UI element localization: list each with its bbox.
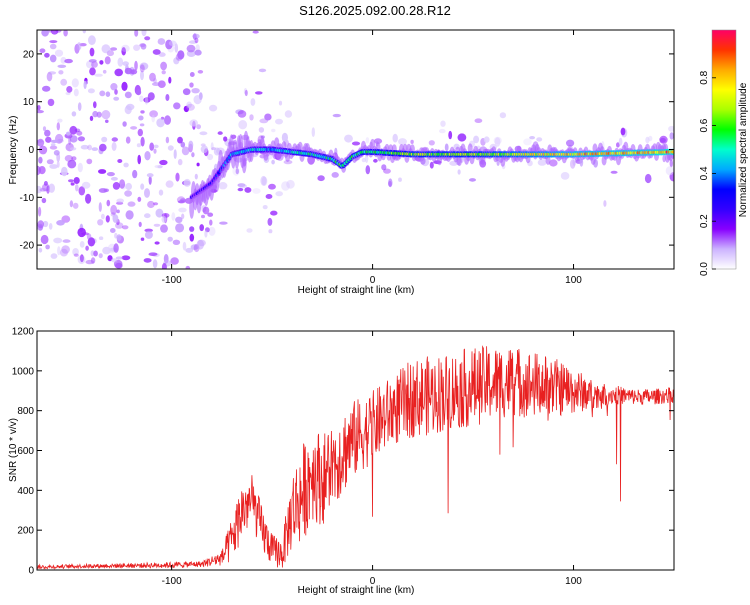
y-tick-label: 10 — [23, 97, 35, 108]
spectrogram-frame — [36, 29, 675, 270]
colorbar-tick-label: 0.4 — [699, 166, 710, 180]
snr-series-line — [37, 345, 674, 570]
x-tick-label: 100 — [565, 275, 582, 286]
x-tick-label: 0 — [370, 576, 376, 587]
colorbar-tick-label: 0.0 — [699, 262, 710, 276]
y-tick-label: 0 — [28, 566, 34, 577]
spectrogram-x-ticks: -100 0 100 — [162, 30, 582, 286]
spectrogram-heatmap — [37, 30, 674, 269]
x-tick-label: 100 — [565, 576, 582, 587]
y-tick-label: 200 — [17, 526, 34, 537]
colorbar-tick-label: 0.2 — [699, 214, 710, 228]
y-tick-label: -10 — [20, 193, 35, 204]
colorbar-ticks: 0.0 0.2 0.4 0.6 0.8 — [699, 70, 716, 276]
colorbar: 0.0 0.2 0.4 0.6 0.8 Normalized spectral ampl… — [699, 29, 749, 276]
chart-title: S126.2025.092.00.28.R12 — [299, 3, 451, 18]
colorbar-frame — [711, 29, 737, 270]
y-tick-label: 1000 — [12, 366, 35, 377]
y-tick-label: 600 — [17, 446, 34, 457]
snr-panel: -100 0 100 0 200 400 600 800 1000 1200 Height of… — [8, 327, 675, 596]
y-tick-label: 800 — [17, 406, 34, 417]
spectrogram-x-axis-label: Height of straight line (km) — [298, 285, 415, 296]
snr-x-ticks: -100 0 100 — [162, 331, 582, 587]
spectrogram-y-axis-label: Frequency (Hz) — [8, 116, 19, 185]
snr-y-axis-label: SNR (10 * v/v) — [8, 418, 19, 482]
y-tick-label: -20 — [20, 241, 35, 252]
colorbar-tick-label: 0.8 — [699, 70, 710, 84]
x-tick-label: -100 — [162, 576, 182, 587]
spectrogram-y-ticks: -20 -10 0 10 20 — [20, 49, 674, 252]
x-tick-label: 0 — [370, 275, 376, 286]
snr-y-ticks: 0 200 400 600 800 1000 1200 — [12, 327, 674, 577]
colorbar-label: Normalized spectral amplitude — [738, 82, 749, 217]
x-tick-label: -100 — [162, 275, 182, 286]
colorbar-gradient — [712, 30, 736, 269]
colorbar-tick-label: 0.6 — [699, 118, 710, 132]
y-tick-label: 1200 — [12, 327, 35, 338]
y-tick-label: 20 — [23, 49, 35, 60]
snr-x-axis-label: Height of straight line (km) — [298, 585, 415, 596]
y-tick-label: 0 — [28, 145, 34, 156]
y-tick-label: 400 — [17, 486, 34, 497]
